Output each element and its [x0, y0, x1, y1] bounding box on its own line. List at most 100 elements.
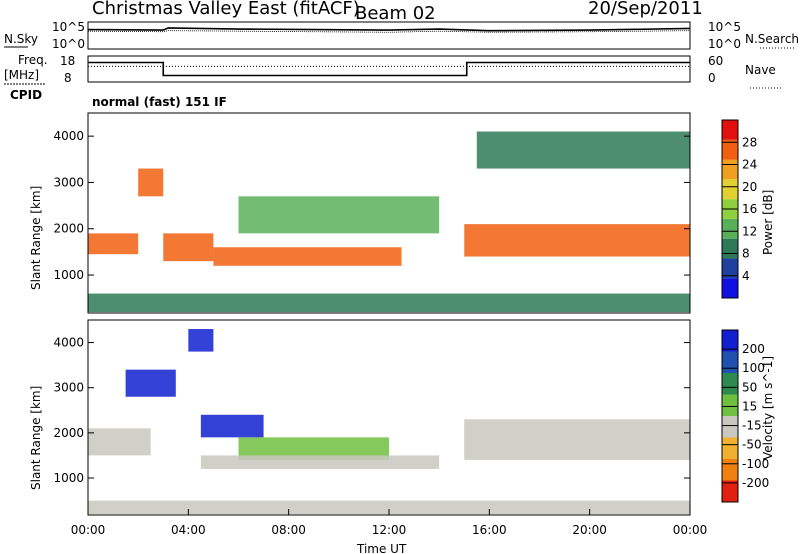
freq-series-0 — [88, 61, 690, 77]
colorbar-tick-label: 200 — [742, 342, 765, 356]
noise-lines — [87, 27, 691, 33]
colorbar-tick-label: 100 — [742, 361, 765, 375]
colorbar-swatch — [722, 394, 738, 416]
nsky-label: N.Sky — [4, 32, 38, 46]
nave-tick-high: 60 — [708, 54, 723, 68]
colorbar-tick-label: 16 — [742, 202, 757, 216]
x-axis-label: Time UT — [356, 542, 407, 554]
colorbar-swatch — [722, 459, 738, 481]
colorbar-frame — [721, 329, 739, 503]
noise-series-0 — [87, 27, 691, 32]
x-tick-label: 00:00 — [673, 523, 708, 537]
power-heatmap — [88, 131, 690, 313]
power-y-ticks: 1000 2000 3000 4000 — [53, 129, 690, 282]
cpid-label: CPID — [10, 88, 42, 102]
echo-region — [188, 329, 214, 352]
velocity-y-ticks: 1000 2000 3000 4000 — [53, 336, 690, 485]
colorbar-tick-label: 12 — [742, 224, 757, 238]
x-tick-label: 00:00 — [71, 523, 106, 537]
velocity-colorbar: -200 -100 -50 -15 15 50 100 200 — [721, 329, 769, 503]
x-tick-label: 20:00 — [572, 523, 607, 537]
noise-right-tick-high: 10^5 — [708, 20, 741, 34]
y-tick-label: 3000 — [53, 381, 84, 395]
x-tick-label: 04:00 — [171, 523, 206, 537]
echo-region — [200, 414, 264, 438]
velocity-colorbar-label: Velocity [m s^-1] — [761, 356, 775, 460]
colorbar-swatch — [722, 330, 738, 352]
colorbar-tick-label: 4 — [742, 269, 750, 283]
colorbar-swatch — [722, 373, 738, 395]
noise-panel: N.Sky 10^5 10^0 10^5 10^0 N.Search — [4, 20, 799, 51]
velocity-heatmap — [88, 329, 690, 515]
colorbar-tick-label: 28 — [742, 135, 757, 149]
beam-label: Beam 02 — [355, 3, 436, 24]
echo-region — [138, 168, 164, 197]
y-tick-label: 4000 — [53, 336, 84, 350]
y-tick-label: 1000 — [53, 268, 84, 282]
echo-region — [200, 455, 440, 469]
y-tick-label: 3000 — [53, 175, 84, 189]
y-tick-label: 1000 — [53, 471, 84, 485]
echo-region — [88, 428, 151, 456]
mode-label: normal (fast) 151 IF — [92, 95, 227, 109]
echo-region — [476, 131, 690, 169]
echo-region — [464, 224, 690, 257]
colorbar-tick-label: -200 — [742, 476, 769, 490]
noise-right-tick-low: 10^0 — [708, 37, 741, 51]
echo-region — [238, 196, 440, 234]
noise-frame — [87, 21, 691, 50]
echo-region — [213, 247, 402, 266]
echo-region — [88, 500, 690, 515]
echo-region — [238, 437, 389, 460]
colorbar-swatch — [722, 139, 738, 160]
colorbar-swatch — [722, 278, 738, 298]
echo-region — [464, 419, 690, 460]
colorbar-tick-label: 50 — [742, 380, 757, 394]
x-tick-label: 12:00 — [372, 523, 407, 537]
power-frame — [87, 112, 691, 314]
nave-tick-low: 0 — [708, 71, 716, 85]
colorbar-swatch — [722, 351, 738, 373]
colorbar-tick-label: 24 — [742, 158, 757, 172]
colorbar-swatch — [722, 416, 738, 438]
colorbar-tick-label: 20 — [742, 180, 757, 194]
x-tick-label: 08:00 — [271, 523, 306, 537]
echo-region — [125, 369, 176, 397]
freq-unit-label: [MHz] — [4, 68, 39, 82]
y-tick-label: 4000 — [53, 129, 84, 143]
noise-left-tick-high: 10^5 — [52, 20, 85, 34]
colorbar-swatch — [722, 258, 738, 279]
freq-lines — [88, 61, 690, 77]
x-ticks: 00:00 04:00 08:00 12:00 16:00 20:00 00:00 — [71, 509, 708, 537]
echo-region — [163, 233, 214, 262]
colorbar-tick-label: 8 — [742, 247, 750, 261]
date-label: 20/Sep/2011 — [588, 0, 703, 19]
colorbar-swatch — [722, 437, 738, 459]
power-colorbar-label: Power [dB] — [761, 190, 775, 255]
x-tick-label: 16:00 — [472, 523, 507, 537]
freq-frame — [87, 55, 691, 83]
nsearch-label: N.Search — [745, 32, 799, 46]
noise-left-tick-low: 10^0 — [52, 37, 85, 51]
power-ylabel: Slant Range [km] — [29, 186, 43, 290]
colorbar-tick-label: -100 — [742, 457, 769, 471]
colorbar-swatch — [722, 120, 738, 140]
colorbar-swatch — [722, 218, 738, 239]
colorbar-swatch — [722, 179, 738, 200]
colorbar-tick-label: 15 — [742, 399, 757, 413]
freq-panel: Freq. [MHz] CPID 18 8 60 0 Nave — [4, 53, 782, 102]
colorbar-tick-label: -15 — [742, 419, 762, 433]
power-colorbar: 4 8 12 16 20 24 28 — [721, 119, 757, 299]
colorbar-swatch — [722, 238, 738, 259]
freq-tick-low: 8 — [64, 71, 72, 85]
velocity-panel: 1000 2000 3000 4000 — [53, 319, 691, 516]
colorbar-swatch — [722, 480, 738, 502]
colorbar-tick-label: -50 — [742, 438, 762, 452]
y-tick-label: 2000 — [53, 426, 84, 440]
echo-region — [88, 233, 139, 255]
freq-label: Freq. — [18, 53, 48, 67]
nave-label: Nave — [745, 63, 776, 77]
power-panel: 1000 2000 3000 4000 — [53, 112, 691, 314]
station-title: Christmas Valley East (fitACF) — [92, 0, 360, 19]
